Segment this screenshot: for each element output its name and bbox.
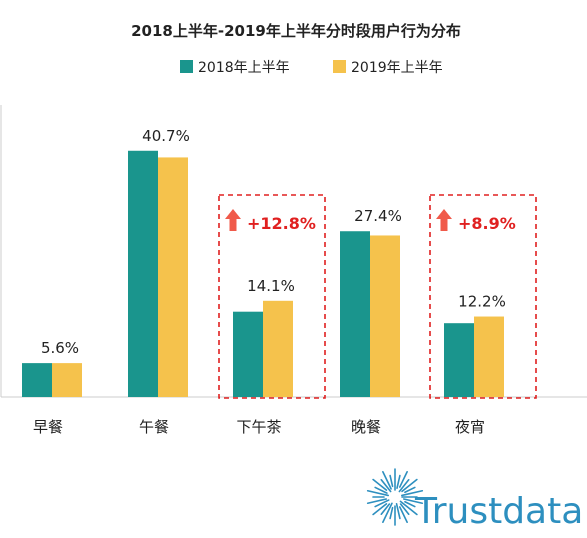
logo-ray bbox=[382, 502, 393, 524]
category-labels-group: 早餐 午餐 下午茶 晚餐 夜宵 bbox=[33, 418, 485, 436]
value-label: 12.2% bbox=[458, 293, 506, 311]
logo-ray bbox=[404, 500, 416, 508]
trustdata-logo: Trustdata bbox=[366, 468, 583, 532]
category-label: 午餐 bbox=[139, 418, 169, 436]
highlight-box bbox=[218, 194, 326, 399]
logo-ray bbox=[396, 474, 401, 490]
logo-ray bbox=[372, 503, 388, 516]
logo-ray bbox=[380, 478, 392, 493]
logo-ray bbox=[380, 503, 391, 516]
chart-title: 2018上半年-2019年上半年分时段用户行为分布 bbox=[131, 22, 461, 40]
legend-swatch-2018 bbox=[180, 60, 193, 73]
value-label: 14.1% bbox=[247, 277, 295, 295]
bar-2019-0 bbox=[52, 363, 82, 397]
logo-ray bbox=[374, 499, 390, 508]
legend-label-2018: 2018年上半年 bbox=[198, 60, 290, 76]
legend-label-2019: 2019年上半年 bbox=[351, 60, 443, 76]
value-label: 40.7% bbox=[142, 127, 190, 145]
bar-2018-3 bbox=[340, 231, 370, 397]
starburst-logo-icon bbox=[366, 468, 424, 526]
logo-ray bbox=[404, 486, 416, 494]
logo-ray bbox=[389, 474, 394, 488]
bar-2019-4 bbox=[474, 316, 504, 397]
bar-2018-1 bbox=[128, 150, 158, 397]
logo-ray bbox=[398, 478, 410, 493]
up-arrow-icon bbox=[436, 209, 452, 231]
legend: 2018年上半年 2019年上半年 bbox=[180, 60, 443, 76]
growth-callout-label: +8.9% bbox=[458, 214, 516, 233]
legend-swatch-2019 bbox=[333, 60, 346, 73]
bar-2018-4 bbox=[444, 323, 474, 397]
brand-name: Trustdata bbox=[414, 491, 583, 532]
logo-ray bbox=[395, 503, 401, 520]
logo-ray bbox=[401, 478, 418, 493]
category-label: 晚餐 bbox=[351, 418, 381, 436]
growth-callout-label: +12.8% bbox=[247, 214, 316, 233]
logo-ray bbox=[374, 486, 388, 494]
logo-ray bbox=[366, 498, 388, 505]
logo-ray bbox=[382, 470, 392, 490]
logo-ray bbox=[399, 503, 410, 516]
value-labels-group: 5.6% 40.7% 14.1% 27.4% 12.2% bbox=[41, 127, 506, 357]
bar-2018-2 bbox=[233, 311, 263, 397]
logo-ray bbox=[401, 489, 424, 497]
logo-ray bbox=[402, 498, 424, 505]
category-label: 早餐 bbox=[33, 418, 63, 436]
up-arrow-icon bbox=[225, 209, 241, 231]
highlight-box bbox=[429, 194, 537, 399]
logo-ray bbox=[399, 500, 418, 516]
bar-2018-0 bbox=[22, 363, 52, 397]
logo-ray bbox=[389, 506, 394, 520]
value-label: 5.6% bbox=[41, 339, 79, 357]
logo-ray bbox=[372, 478, 388, 491]
category-label: 下午茶 bbox=[236, 418, 281, 436]
bars-group bbox=[22, 150, 504, 397]
logo-ray bbox=[398, 470, 408, 488]
bar-2019-1 bbox=[158, 157, 188, 397]
logo-ray bbox=[398, 506, 408, 524]
category-label: 夜宵 bbox=[455, 418, 485, 436]
bar-2019-3 bbox=[370, 235, 400, 397]
bar-2019-2 bbox=[263, 300, 293, 397]
logo-ray bbox=[366, 489, 389, 497]
callouts-group: +12.8% +8.9% bbox=[218, 194, 537, 399]
value-label: 27.4% bbox=[354, 207, 402, 225]
